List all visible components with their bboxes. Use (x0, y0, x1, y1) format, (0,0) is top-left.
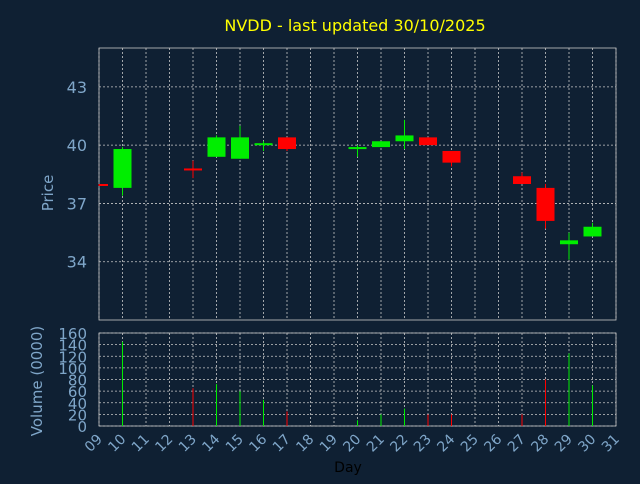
volume-axis-label: Volume (0000) (28, 326, 46, 436)
x-tick-label: 18 (293, 432, 317, 456)
candle-body (560, 240, 578, 245)
tick-labels-layer: 09 10 11 12 13 14 15 16 17 18 19 20 21 22 23 24 25 26 27 28… (58, 78, 622, 456)
candle-body (99, 184, 108, 186)
candle-body (184, 168, 202, 171)
volume-tick-label: 60 (68, 383, 87, 401)
candle-body (207, 137, 226, 157)
volume-tick-label: 160 (58, 325, 87, 343)
x-tick-label: 14 (199, 431, 223, 455)
candle-body (231, 137, 249, 159)
volume-tick-label: 100 (58, 360, 87, 378)
x-tick-label: 22 (387, 432, 411, 456)
volume-tick-label: 0 (77, 418, 87, 436)
x-tick-label: 28 (528, 432, 552, 456)
grid-layer (98, 47, 617, 427)
x-tick-label: 19 (317, 432, 341, 456)
marks-layer (98, 119, 602, 426)
x-tick-label: 15 (223, 432, 247, 456)
volume-tick-label: 140 (58, 337, 87, 355)
x-tick-label: 11 (129, 432, 153, 456)
volume-tick-label: 40 (68, 395, 87, 413)
candle-body (583, 226, 602, 237)
x-tick-label: 27 (505, 432, 529, 456)
candle-body (113, 149, 132, 188)
candle-body (278, 137, 296, 150)
x-tick-label: 20 (340, 432, 364, 456)
candle-body (254, 143, 273, 146)
volume-tick-label: 20 (68, 406, 87, 424)
x-axis-label: Day (334, 460, 362, 476)
candle-body (372, 141, 390, 148)
x-tick-label: 13 (176, 432, 200, 456)
price-tick-label: 40 (67, 136, 87, 155)
x-tick-label: 16 (246, 431, 270, 455)
candle-body (442, 150, 461, 163)
volume-tick-label: 120 (58, 348, 87, 366)
x-tick-label: 12 (152, 432, 176, 456)
candle-body (395, 135, 414, 142)
price-axis-label: Price (39, 175, 57, 212)
x-tick-label: 10 (105, 432, 129, 456)
candle-body (419, 137, 437, 146)
x-tick-label: 26 (481, 431, 505, 455)
x-tick-label: 25 (458, 432, 482, 456)
x-tick-label: 23 (411, 432, 435, 456)
x-tick-label: 31 (599, 432, 623, 456)
x-tick-label: 24 (434, 431, 458, 455)
candle-body (513, 176, 531, 184)
chart-title: NVDD - last updated 30/10/2025 (224, 16, 485, 35)
x-tick-label: 30 (575, 432, 599, 456)
price-tick-label: 43 (67, 78, 87, 97)
candle-body (536, 187, 555, 221)
price-tick-label: 37 (67, 194, 87, 213)
candle-body (348, 147, 367, 150)
volume-tick-label: 80 (68, 372, 87, 390)
price-tick-label: 34 (67, 253, 87, 272)
x-tick-label: 29 (552, 432, 576, 456)
x-tick-label: 21 (364, 432, 388, 456)
x-tick-label: 17 (270, 432, 294, 456)
